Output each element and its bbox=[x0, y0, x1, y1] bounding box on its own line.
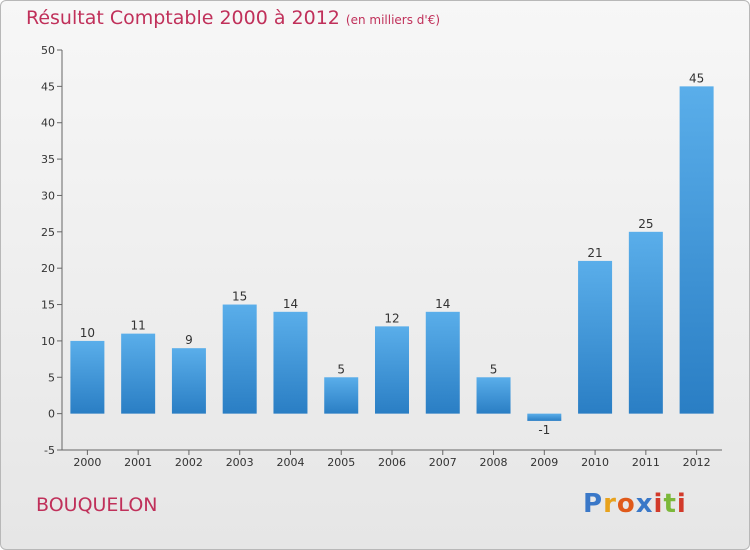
data-label-2005: 5 bbox=[337, 362, 345, 376]
data-label-2010: 21 bbox=[587, 246, 602, 260]
data-label-2008: 5 bbox=[490, 362, 498, 376]
x-tick-label-2012: 2012 bbox=[683, 456, 711, 469]
bar-2005 bbox=[324, 377, 359, 414]
x-tick-label-2001: 2001 bbox=[124, 456, 152, 469]
proxiti-logo: Proxiti bbox=[583, 489, 687, 519]
y-tick-label: 0 bbox=[48, 408, 55, 421]
x-tick-label-2003: 2003 bbox=[226, 456, 254, 469]
chart-bars bbox=[70, 86, 714, 421]
data-label-2011: 25 bbox=[638, 217, 653, 231]
data-label-2004: 14 bbox=[283, 297, 298, 311]
bar-2006 bbox=[375, 326, 409, 414]
chart-axes: -5 0 5 10 15 20 25 30 35 40 45 50 2000 2001 2002 2003 20… bbox=[41, 44, 722, 469]
data-label-2012: 45 bbox=[689, 71, 704, 85]
y-tick-label: 5 bbox=[48, 371, 55, 384]
x-tick-label-2009: 2009 bbox=[530, 456, 558, 469]
x-tick-label-2005: 2005 bbox=[327, 456, 355, 469]
y-tick-label: 45 bbox=[41, 80, 55, 93]
y-tick-label: 35 bbox=[41, 153, 55, 166]
bar-2011 bbox=[628, 231, 663, 414]
bar-2001 bbox=[121, 333, 156, 414]
logo-letter: i bbox=[653, 489, 664, 519]
bar-2002 bbox=[171, 348, 206, 414]
y-tick-label: -5 bbox=[44, 444, 55, 457]
bar-2008 bbox=[476, 377, 511, 414]
bar-2009 bbox=[527, 413, 562, 421]
bar-2004 bbox=[273, 311, 308, 414]
bar-2003 bbox=[222, 304, 257, 414]
logo-letter: r bbox=[603, 489, 617, 519]
x-tick-label-2007: 2007 bbox=[429, 456, 457, 469]
chart-title: Résultat Comptable 2000 à 2012 (en millie… bbox=[26, 7, 440, 29]
y-tick-label: 50 bbox=[41, 44, 55, 57]
logo-letter: P bbox=[583, 489, 604, 519]
bar-2007 bbox=[425, 311, 460, 414]
x-tick-label-2010: 2010 bbox=[581, 456, 609, 469]
chart-title-text: Résultat Comptable 2000 à 2012 bbox=[26, 7, 340, 29]
logo-letter: i bbox=[676, 489, 687, 519]
data-label-2000: 10 bbox=[80, 326, 95, 340]
y-tick-label: 10 bbox=[41, 335, 55, 348]
data-label-2003: 15 bbox=[232, 290, 247, 304]
data-label-2006: 12 bbox=[384, 311, 399, 325]
x-tick-label-2008: 2008 bbox=[480, 456, 508, 469]
x-tick-label-2000: 2000 bbox=[73, 456, 101, 469]
chart-data-labels: 10 11 9 15 14 5 12 14 5 -1 21 25 45 bbox=[80, 71, 705, 437]
x-tick-label-2004: 2004 bbox=[276, 456, 304, 469]
y-tick-label: 40 bbox=[41, 117, 55, 130]
x-tick-label-2011: 2011 bbox=[632, 456, 660, 469]
bar-2012 bbox=[679, 86, 714, 414]
data-label-2001: 11 bbox=[131, 319, 146, 333]
y-tick-label: 30 bbox=[41, 189, 55, 202]
bar-2010 bbox=[578, 260, 613, 414]
x-tick-label-2002: 2002 bbox=[175, 456, 203, 469]
logo-letter: x bbox=[635, 489, 654, 519]
y-tick-label: 25 bbox=[41, 226, 55, 239]
data-label-2009: -1 bbox=[538, 423, 550, 437]
y-tick-label: 20 bbox=[41, 262, 55, 275]
data-label-2007: 14 bbox=[435, 297, 450, 311]
bar-2000 bbox=[70, 340, 105, 414]
chart-subtitle: (en milliers d'€) bbox=[345, 13, 441, 27]
data-label-2002: 9 bbox=[185, 333, 193, 347]
x-tick-label-2006: 2006 bbox=[378, 456, 406, 469]
commune-name: BOUQUELON bbox=[36, 494, 158, 516]
y-tick-label: 15 bbox=[41, 299, 55, 312]
logo-letter: t bbox=[663, 489, 677, 519]
logo-letter: o bbox=[616, 489, 636, 519]
